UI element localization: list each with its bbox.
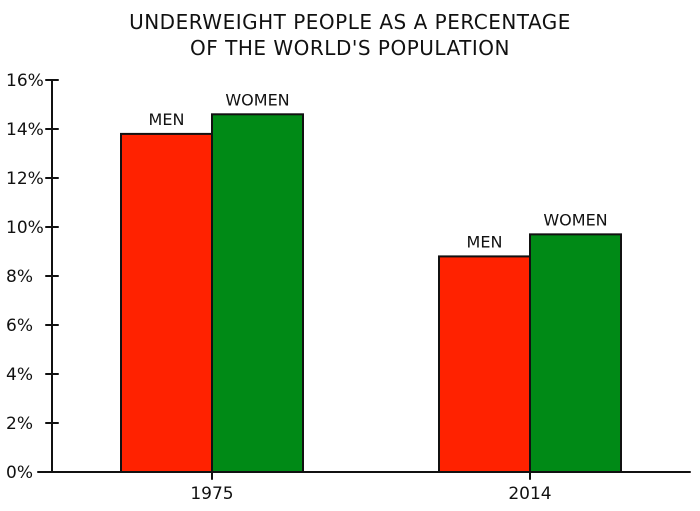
- y-tick-label: 14%: [6, 120, 44, 140]
- bar-women-1975: [211, 113, 304, 474]
- bar-label-men-2014: MEN: [467, 232, 503, 251]
- bar-men-1975: [120, 132, 213, 473]
- y-tick-label: 4%: [6, 365, 33, 385]
- bar-men-2014: [438, 255, 531, 473]
- y-tick-label: 6%: [6, 316, 33, 336]
- bars-layer: [120, 113, 622, 474]
- y-tick-label: 12%: [6, 169, 44, 189]
- bar-women-2014: [529, 233, 622, 473]
- chart-title: UNDERWEIGHT PEOPLE AS A PERCENTAGE: [129, 10, 571, 34]
- x-tick-label: 1975: [190, 484, 233, 504]
- y-tick-label: 16%: [6, 71, 44, 91]
- bar-label-women-1975: WOMEN: [225, 90, 289, 109]
- x-tick-label: 2014: [508, 484, 551, 504]
- bar-label-women-2014: WOMEN: [543, 210, 607, 229]
- y-tick-label: 2%: [6, 414, 33, 434]
- y-tick-label: 10%: [6, 218, 44, 238]
- bar-label-men-1975: MEN: [149, 110, 185, 129]
- y-tick-label: 0%: [6, 463, 33, 483]
- y-tick-label: 8%: [6, 267, 33, 287]
- chart-subtitle: OF THE WORLD'S POPULATION: [190, 36, 510, 60]
- x-axis-ticks: 1975 2014: [190, 471, 552, 504]
- y-axis-ticks: 0% 2% 4% 6% 8% 10% 12% 14% 16%: [6, 71, 59, 483]
- bar-labels-layer: MEN WOMEN MEN WOMEN: [149, 90, 608, 251]
